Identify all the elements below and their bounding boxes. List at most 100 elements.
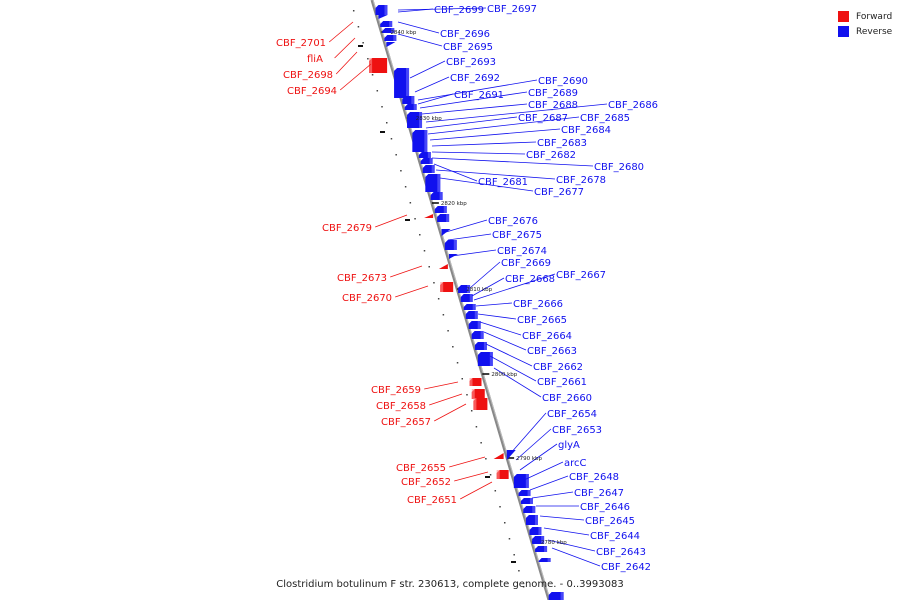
forward-gene-label: CBF_2670 [342,293,392,304]
forward-gene-shade [471,389,475,399]
reverse-leader-line [431,151,526,155]
reverse-leader-line [523,461,564,481]
forward-gene-shade [473,398,477,410]
grid-dot [385,122,388,124]
reverse-leader-line [431,157,594,167]
grid-dot [390,138,393,140]
reverse-leader-line [485,343,533,367]
grid-dot [503,522,506,524]
reverse-gene-shade [525,474,529,488]
grid-dot [409,202,412,204]
forward-leader-line [375,214,408,228]
forward-leader-line [449,456,486,468]
reverse-gene-label: CBF_2690 [538,76,588,87]
reverse-gene-label: CBF_2684 [561,125,611,136]
reverse-gene-label: CBF_2686 [608,100,658,111]
reverse-gene-label: CBF_2699 [434,5,484,16]
reverse-gene-shade [480,331,484,339]
reverse-gene-shade [529,498,533,504]
reverse-leader-line [397,33,443,47]
reverse-gene-shade [483,342,487,350]
forward-gene-block [471,389,485,399]
forward-leader-line [335,51,358,75]
reverse-leader-line [489,355,537,382]
legend-label-forward: Forward [856,11,893,22]
grid-dot [428,266,430,268]
grid-dot [400,170,402,172]
reverse-gene-block [513,474,529,488]
reverse-gene-shade [427,152,431,158]
reverse-leader-line [447,233,492,241]
legend-swatch-forward [838,11,849,22]
reverse-leader-line [435,169,556,180]
grid-dot [475,426,478,428]
reverse-leader-line [427,116,580,135]
forward-leader-line [454,471,489,482]
grid-dot [357,26,360,28]
grid-dot [367,58,369,60]
reverse-gene-block [425,174,441,192]
legend-item-forward: Forward [838,9,892,24]
reverse-leader-line [551,547,601,567]
reverse-gene-shade [469,294,473,302]
grid-dot [371,74,374,76]
legend-label-reverse: Reverse [856,26,893,37]
reverse-gene-label: CBF_2660 [542,393,592,404]
reverse-leader-line [451,249,497,257]
forward-leader-line [424,381,459,390]
reverse-gene-label: CBF_2662 [533,362,583,373]
reverse-gene-label: CBF_2666 [513,299,563,310]
reverse-gene-block [412,130,428,152]
feature-mark [380,131,385,133]
reverse-gene-shade [391,28,395,33]
grid-dot [513,554,515,556]
reverse-gene-label: arcC [564,458,587,469]
reverse-leader-line [483,331,527,351]
reverse-gene-shade [439,192,443,200]
reverse-gene-block [441,229,451,236]
reverse-gene-block [386,42,396,47]
tick-label: 2790 kbp [516,456,542,462]
grid-dot [404,186,407,188]
reverse-gene-block [506,450,516,460]
reverse-gene-label: CBF_2682 [526,150,576,161]
forward-gene-label: CBF_2655 [396,463,446,474]
grid-dot [437,298,440,300]
tick-label: 2810 kbp [466,287,492,293]
forward-gene-shade [469,378,473,386]
grid-dot [395,154,397,156]
legend-swatch-reverse [838,26,849,37]
grid-dot [489,474,492,476]
grid-dot [352,10,355,12]
legend: Forward Reverse [838,9,892,39]
grid-dot [466,394,468,396]
reverse-gene-label: CBF_2667 [556,270,606,281]
reverse-gene-shade [472,304,476,310]
forward-gene-block [438,264,448,269]
reverse-gene-block [448,254,458,259]
forward-leader-line [429,393,463,406]
forward-gene-block [473,398,488,410]
forward-gene-block [440,282,454,292]
reverse-leader-line [433,163,478,182]
reverse-gene-shade [477,321,481,329]
reverse-gene-shade [413,104,417,110]
forward-gene-label: CBF_2651 [407,495,457,506]
reverse-gene-shade [489,352,493,366]
reverse-gene-shade [467,285,471,293]
reverse-gene-label: CBF_2696 [440,29,490,40]
reverse-gene-label: CBF_2643 [596,547,646,558]
forward-gene-shade [440,282,444,292]
reverse-gene-shade [541,536,545,544]
forward-gene-label: CBF_2679 [322,223,372,234]
forward-leader-line [339,63,372,91]
reverse-gene-label: CBF_2665 [517,315,567,326]
reverse-gene-label: CBF_2642 [601,562,651,573]
grid-dot [485,458,487,460]
reverse-gene-label: CBF_2695 [443,42,493,53]
map-caption: Clostridium botulinum F str. 230613, com… [276,579,624,590]
grid-dot [480,442,482,444]
grid-dot [419,234,421,236]
reverse-gene-shade [544,546,548,552]
reverse-leader-line [409,60,446,79]
